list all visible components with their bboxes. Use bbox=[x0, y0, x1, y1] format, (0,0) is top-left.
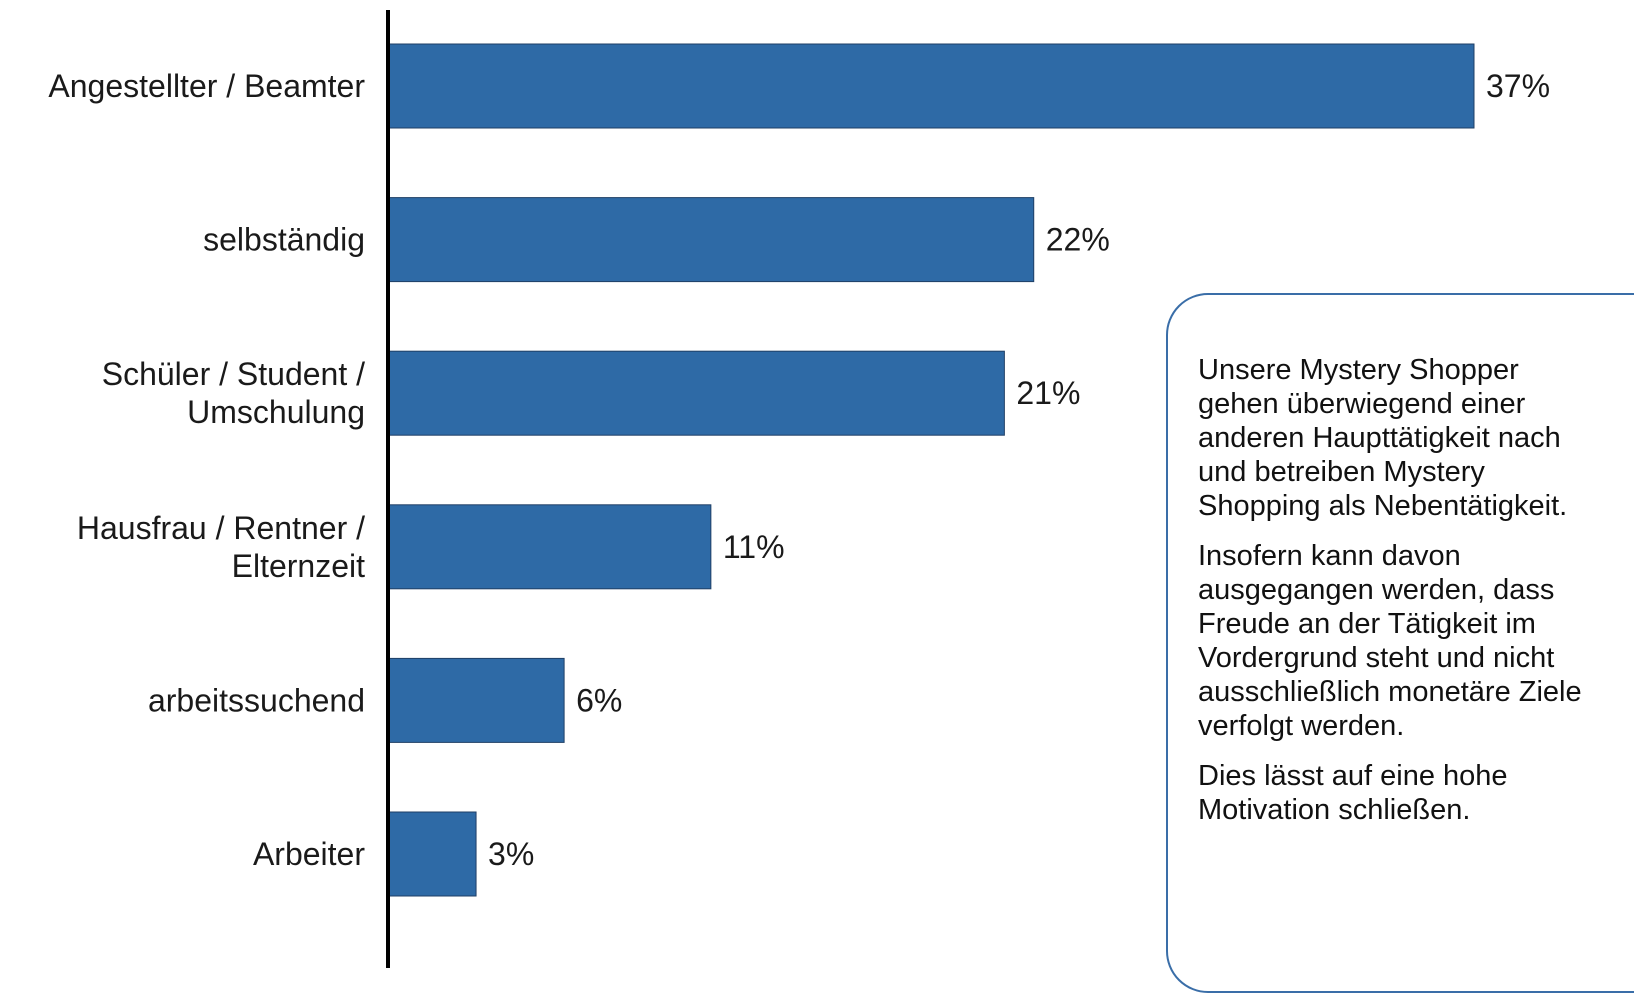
note-line: Unsere Mystery Shopper bbox=[1198, 354, 1519, 386]
note-box: Unsere Mystery Shopper gehen überwiegend … bbox=[1166, 293, 1634, 993]
bar bbox=[387, 350, 1005, 436]
category-label: Elternzeit bbox=[232, 548, 366, 584]
bar bbox=[387, 811, 477, 897]
note-line: gehen überwiegend einer bbox=[1198, 388, 1526, 420]
note-paragraph: Insofern kann davon ausgegangen werden, d… bbox=[1198, 539, 1634, 743]
category-labels-group: Angestellter / Beamter selbständig Schüler… bbox=[48, 68, 365, 872]
category-label: Angestellter / Beamter bbox=[48, 68, 365, 104]
note-line: verfolgt werden. bbox=[1198, 710, 1405, 742]
note-line: anderen Haupttätigkeit nach bbox=[1198, 422, 1561, 454]
bar-chart: Angestellter / Beamter selbständig Schüler… bbox=[48, 10, 1550, 968]
value-label: 22% bbox=[1046, 222, 1110, 258]
note-line: Insofern kann davon bbox=[1198, 540, 1461, 572]
bar bbox=[387, 197, 1035, 283]
value-label: 3% bbox=[488, 836, 534, 872]
value-label: 37% bbox=[1486, 68, 1550, 104]
note-line: ausgegangen werden, dass bbox=[1198, 574, 1555, 606]
value-label: 11% bbox=[723, 529, 785, 565]
note-line: und betreiben Mystery bbox=[1198, 456, 1485, 488]
category-label: Schüler / Student / bbox=[102, 356, 365, 392]
note-line: Freude an der Tätigkeit im bbox=[1198, 608, 1536, 640]
bars-group bbox=[387, 43, 1475, 897]
value-labels-group: 37% 22% 21% 11% 6% 3% bbox=[488, 68, 1550, 872]
value-label: 6% bbox=[576, 682, 622, 718]
category-label: Umschulung bbox=[187, 394, 365, 430]
note-line: ausschließlich monetäre Ziele bbox=[1198, 676, 1582, 708]
bar bbox=[387, 43, 1475, 129]
category-label: arbeitssuchend bbox=[148, 682, 365, 718]
value-label: 21% bbox=[1016, 375, 1080, 411]
note-line: Motivation schließen. bbox=[1198, 794, 1471, 826]
note-line: Vordergrund steht und nicht bbox=[1198, 642, 1555, 674]
category-label: Hausfrau / Rentner / bbox=[77, 510, 365, 546]
note-paragraph: Unsere Mystery Shopper gehen überwiegend … bbox=[1198, 353, 1634, 523]
note-line: Dies lässt auf eine hohe bbox=[1198, 760, 1508, 792]
bar bbox=[387, 504, 712, 590]
note-paragraph: Dies lässt auf eine hohe Motivation schli… bbox=[1198, 759, 1634, 827]
note-line: Shopping als Nebentätigkeit. bbox=[1198, 490, 1568, 522]
category-label: Arbeiter bbox=[253, 836, 365, 872]
category-label: selbständig bbox=[203, 222, 365, 258]
bar bbox=[387, 657, 565, 743]
